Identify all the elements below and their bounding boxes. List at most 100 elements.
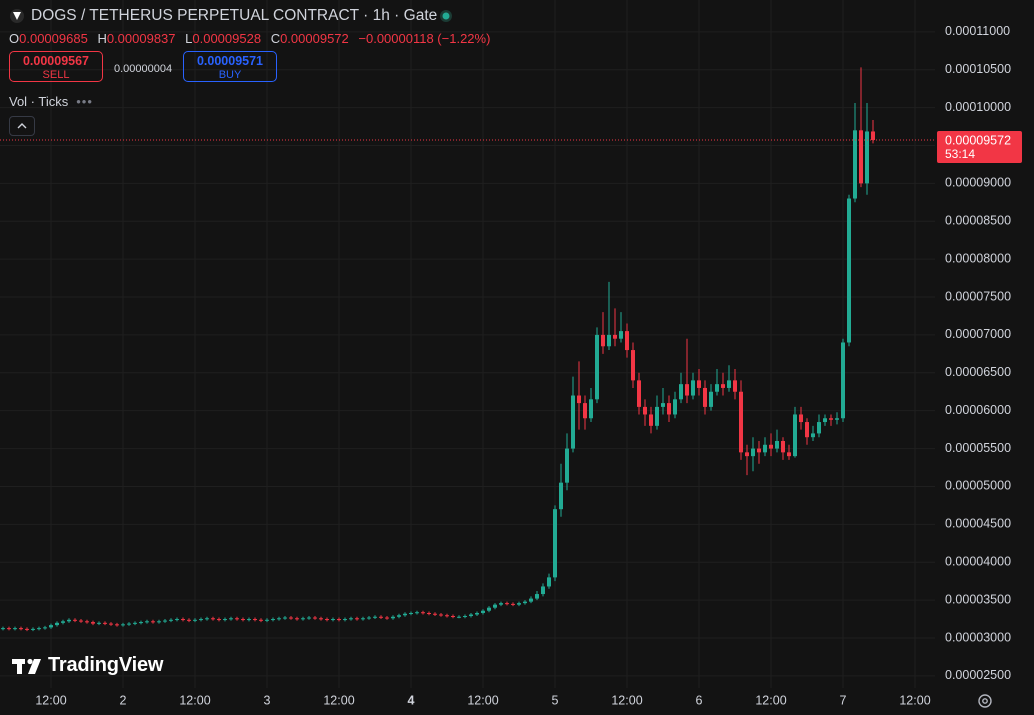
ohlc-key: L [185,31,193,46]
x-tick-label: 7 [840,693,847,707]
gear-hub [982,698,988,704]
candles [1,67,875,632]
candle-body [829,418,833,420]
x-tick-label: 2 [120,693,127,707]
candle-body [79,620,83,622]
candle-body [1,628,5,630]
x-tick-label: 5 [552,693,559,707]
candle-body [199,619,203,621]
indicator-menu[interactable]: ••• [76,94,93,109]
y-tick-label: 0.00005000 [945,479,1011,493]
candle-body [175,619,179,621]
y-tick-label: 0.00010500 [945,62,1011,76]
candle-body [37,628,41,630]
candle-body [607,334,611,347]
candle-body [145,621,149,623]
x-tick-label: 12:00 [467,693,498,707]
candle-body [613,334,617,339]
candle-body [241,619,245,621]
candle-body [247,619,251,621]
candle-body [601,334,605,347]
candle-body [31,628,35,630]
candle-body [799,414,803,423]
ohlc-line: O0.00009685 H0.00009837 L0.00009528 C0.0… [9,31,496,46]
candle-body [127,623,131,625]
candle-body [271,619,275,621]
candle-body [307,617,311,619]
candle-body [811,433,815,438]
candle-body [43,627,47,629]
candle-body [391,616,395,619]
candle-body [583,403,587,419]
ohlc-value: 0.00009572 [280,31,349,46]
candle-body [61,621,65,623]
buy-button[interactable]: 0.00009571 BUY [183,51,277,82]
candle-body [319,618,323,620]
candle-body [415,612,419,614]
candle-body [805,422,809,438]
candle-body [115,624,119,626]
sell-label: SELL [42,69,70,81]
x-tick-label: 12:00 [179,693,210,707]
candle-body [25,628,29,630]
icon-glyph [13,12,21,20]
candle-body [181,619,185,621]
settings-button[interactable] [978,694,992,708]
candle-body [739,391,743,453]
candle-body [277,618,281,620]
candle-body [373,616,377,618]
overlay: 0.000110000.000105000.000100000.00009500… [0,24,1022,707]
candle-body [121,624,125,626]
logo-part [27,658,33,665]
countdown: 53:14 [945,147,975,161]
candle-body [721,384,725,388]
candle-body [73,619,77,621]
candle-body [421,612,425,614]
candle-body [379,616,383,618]
indicator-name: Vol · Ticks [9,94,69,109]
sell-button[interactable]: 0.00009567 SELL [9,51,103,82]
candle-body [751,448,755,457]
candle-body [133,622,137,624]
candle-body [325,619,329,621]
status-dot [442,12,450,20]
candle-body [649,414,653,426]
candle-body [637,380,641,407]
candle-body [589,399,593,419]
indicator-legend: Vol · Ticks ••• [9,94,93,109]
candle-body [55,622,59,626]
collapse-button[interactable] [9,116,35,136]
candle-body [655,406,659,426]
candle-body [703,387,707,407]
candle-body [541,586,545,595]
candle-body [163,620,167,622]
candle-body [103,622,107,624]
logo-part [28,659,41,674]
candle-body [817,422,821,434]
candle-body [727,380,731,388]
candle-body [679,384,683,400]
candle-body [847,198,851,343]
ohlc-value: 0.00009837 [106,31,176,46]
candle-body [331,619,335,621]
candle-body [781,440,785,453]
candle-body [169,619,173,621]
candle-body [157,621,161,623]
candle-body [865,131,869,184]
candle-body [487,607,491,611]
candle-body [481,610,485,613]
candle-body [235,618,239,620]
brand-name: TradingView [48,654,164,676]
candle-body [49,625,53,628]
candle-body [295,618,299,620]
candle-body [565,448,569,483]
y-tick-label: 0.00004500 [945,517,1011,531]
y-tick-label: 0.00011000 [945,24,1010,38]
x-tick-label: 6 [696,693,703,707]
candle-body [763,444,767,453]
candle-body [499,603,503,605]
candle-body [301,618,305,620]
candle-body [745,452,749,457]
candle-body [643,406,647,415]
